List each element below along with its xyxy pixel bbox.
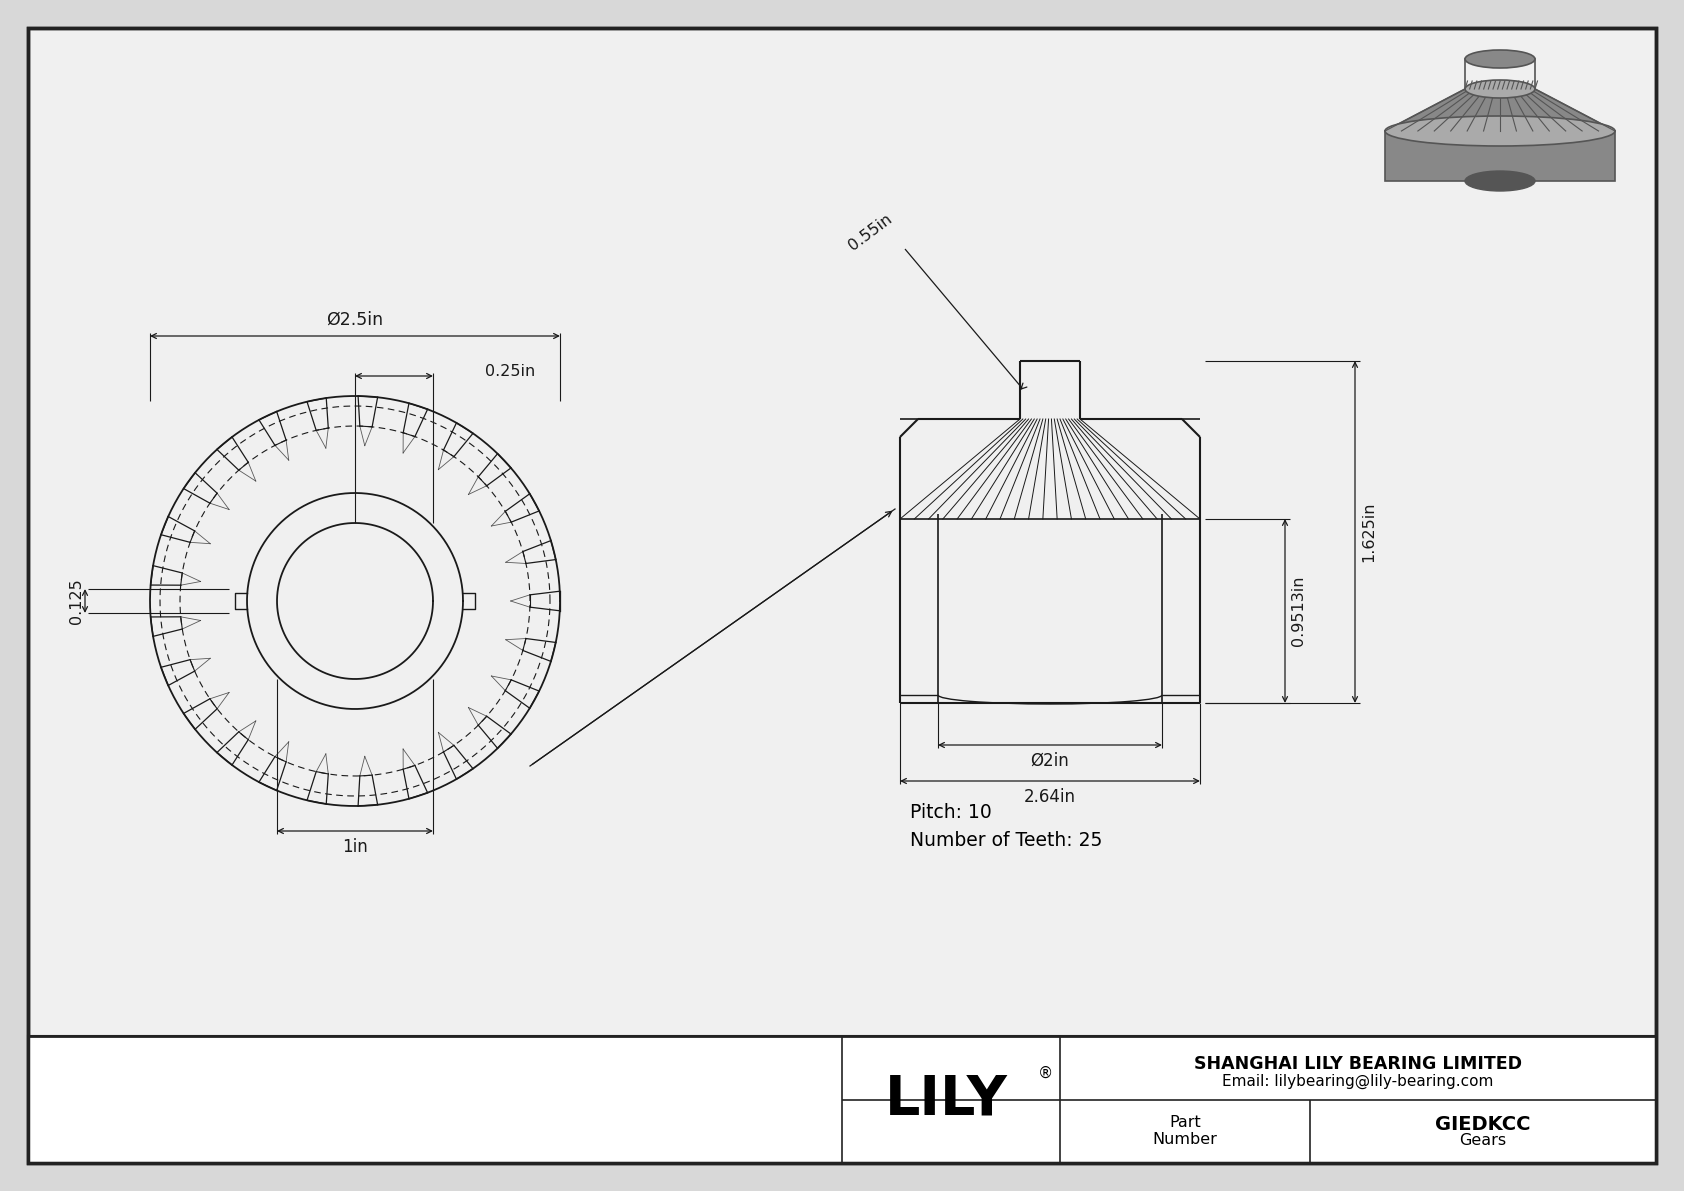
Ellipse shape	[1465, 172, 1536, 191]
Text: LILY: LILY	[884, 1073, 1007, 1127]
Text: Part
Number: Part Number	[1152, 1115, 1218, 1147]
Ellipse shape	[1384, 116, 1615, 146]
Text: GIEDKCC: GIEDKCC	[1435, 1115, 1531, 1134]
Text: Ø2in: Ø2in	[1031, 752, 1069, 771]
Text: 0.125: 0.125	[69, 578, 84, 624]
Text: SHANGHAI LILY BEARING LIMITED: SHANGHAI LILY BEARING LIMITED	[1194, 1055, 1522, 1073]
Text: 0.25in: 0.25in	[485, 364, 536, 380]
Text: ®: ®	[1037, 1066, 1052, 1081]
Ellipse shape	[1465, 50, 1536, 68]
Text: Pitch: 10: Pitch: 10	[909, 803, 992, 822]
Text: 1in: 1in	[342, 838, 367, 856]
Text: Gears: Gears	[1460, 1133, 1507, 1148]
Polygon shape	[1384, 89, 1615, 131]
Text: 1.625in: 1.625in	[1361, 501, 1376, 562]
Bar	[29, 1036, 1655, 1162]
Text: Ø2.5in: Ø2.5in	[327, 311, 384, 329]
Polygon shape	[1384, 131, 1615, 181]
Text: Email: lilybearing@lily-bearing.com: Email: lilybearing@lily-bearing.com	[1223, 1074, 1494, 1090]
Text: 0.55in: 0.55in	[845, 211, 894, 254]
Text: 0.9513in: 0.9513in	[1292, 575, 1307, 647]
Ellipse shape	[1465, 80, 1536, 98]
Text: 2.64in: 2.64in	[1024, 788, 1076, 806]
Text: Number of Teeth: 25: Number of Teeth: 25	[909, 831, 1103, 850]
